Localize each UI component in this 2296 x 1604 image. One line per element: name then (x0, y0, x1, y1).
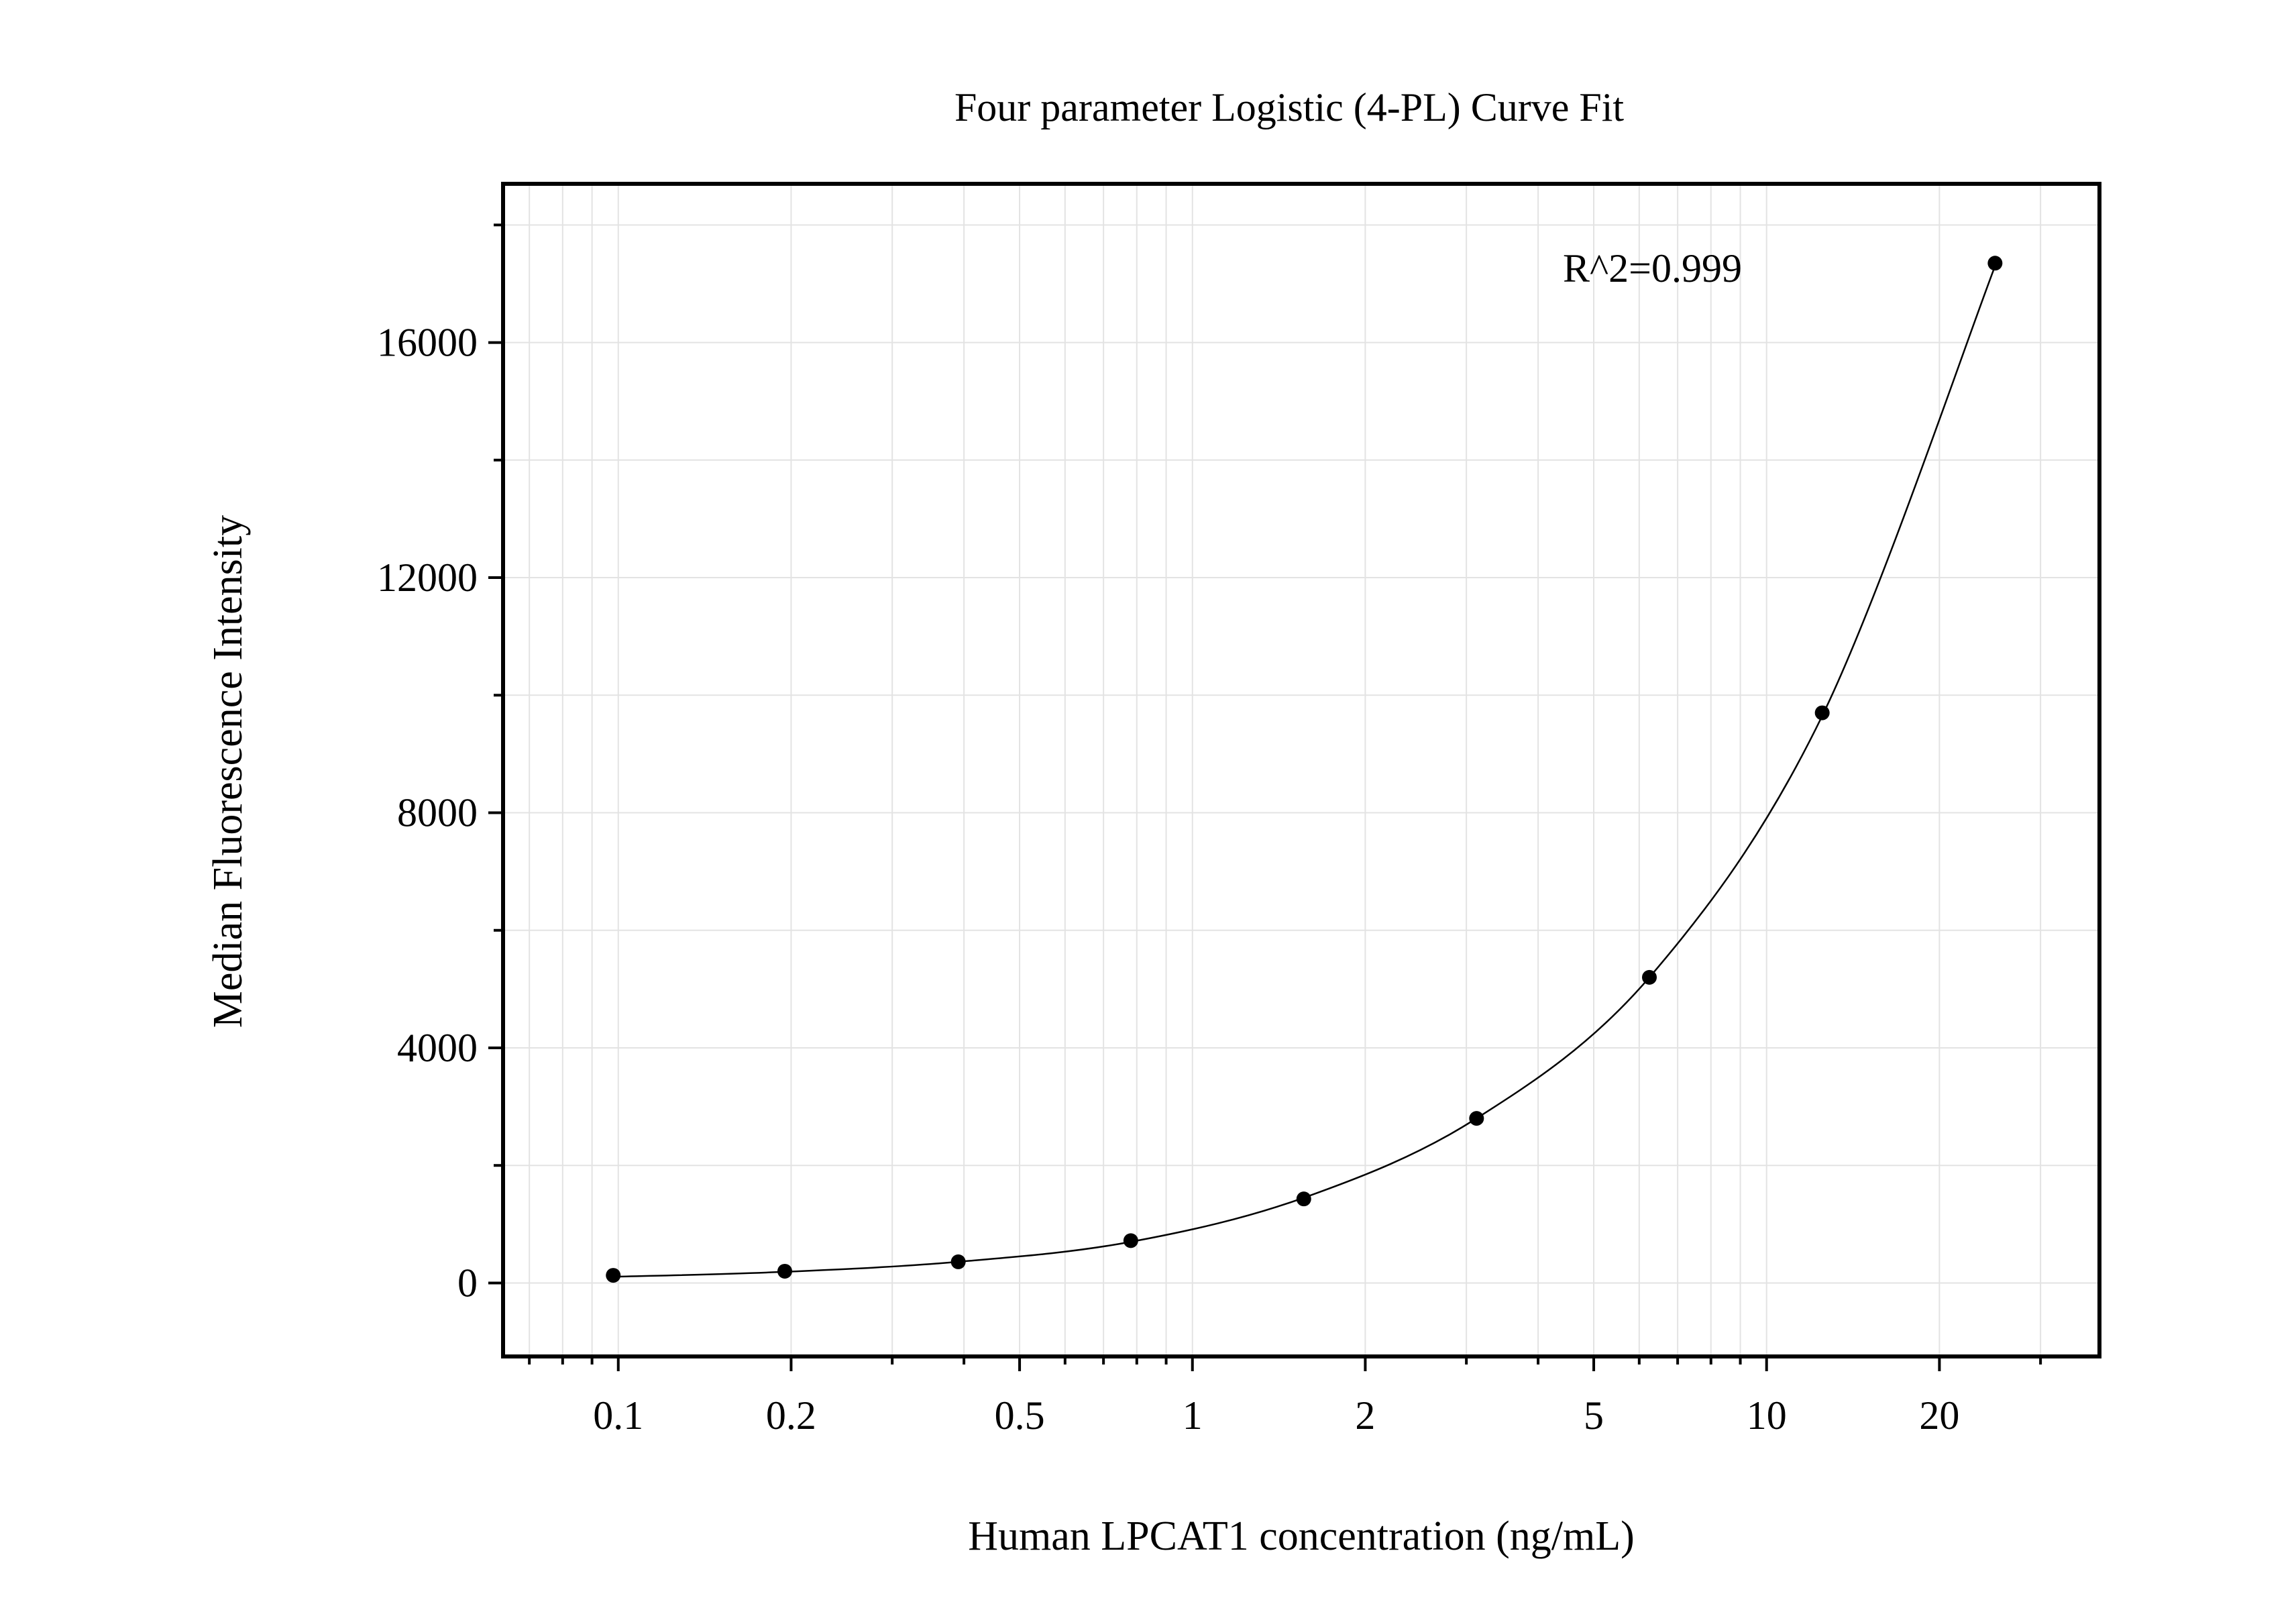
x-tick-label: 0.1 (593, 1393, 643, 1438)
data-point (777, 1263, 793, 1279)
x-tick-label: 10 (1747, 1393, 1787, 1438)
data-point (1469, 1111, 1484, 1126)
fit-curve-layer (613, 266, 1996, 1278)
y-tick-label: 4000 (397, 1026, 478, 1070)
fit-curve (613, 266, 1996, 1278)
x-tick-label: 0.2 (766, 1393, 816, 1438)
grid (503, 184, 2099, 1356)
data-point (950, 1254, 966, 1269)
x-tick-label: 1 (1183, 1393, 1203, 1438)
data-point (1987, 256, 2003, 271)
data-point (1296, 1191, 1311, 1207)
x-tick-label: 20 (1919, 1393, 1959, 1438)
plot-frame (501, 182, 2101, 1358)
data-point (1641, 969, 1657, 985)
data-points-layer (606, 256, 2003, 1283)
x-tick-label: 2 (1355, 1393, 1375, 1438)
data-point (1814, 705, 1830, 720)
r-squared-annotation: R^2=0.999 (1563, 246, 1742, 290)
data-point (606, 1268, 621, 1283)
x-tick-label: 0.5 (995, 1393, 1045, 1438)
y-tick-label: 12000 (377, 555, 478, 600)
axis-ticks: 0.1 0.2 0.5 1 2 5 10 20 0 4000 8000 12000 16000 (377, 223, 2042, 1438)
y-tick-label: 0 (457, 1261, 478, 1305)
y-tick-label: 16000 (377, 321, 478, 365)
x-tick-label: 5 (1584, 1393, 1604, 1438)
x-axis-label: Human LPCAT1 concentration (ng/mL) (968, 1513, 1635, 1559)
y-axis-label: Median Fluorescence Intensity (205, 515, 251, 1028)
y-tick-label: 8000 (397, 791, 478, 835)
data-point (1123, 1233, 1138, 1248)
chart-title: Four parameter Logistic (4-PL) Curve Fit (954, 85, 1624, 129)
